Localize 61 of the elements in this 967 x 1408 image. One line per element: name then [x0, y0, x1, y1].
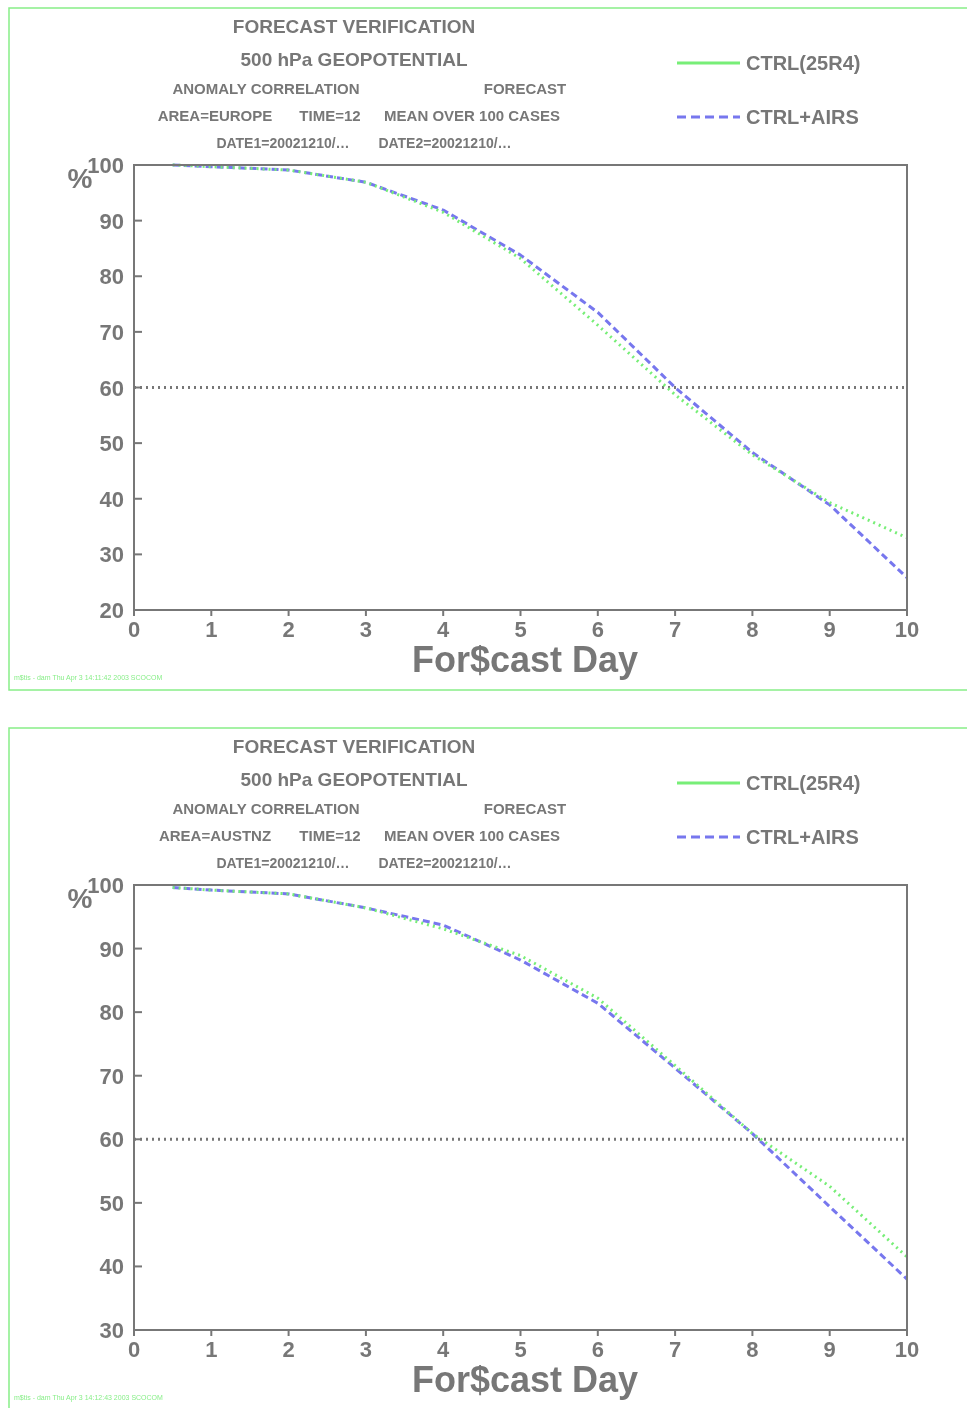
y-tick-label: 70	[99, 319, 124, 345]
x-tick-label: 1	[205, 617, 218, 642]
text: DATE1=20021210/…	[216, 854, 350, 871]
text: MEAN OVER 100 CASES	[384, 107, 560, 125]
y-tick-label: 90	[99, 208, 124, 234]
x-tick-label: 7	[668, 617, 682, 642]
text: ANOMALY CORRELATION	[172, 800, 360, 818]
chart-subtitle: 500 hPa GEOPOTENTIAL	[240, 49, 468, 70]
chart-title: FORECAST VERIFICATION	[232, 736, 476, 757]
x-tick-label: 8	[746, 617, 759, 642]
y-tick-label: 90	[99, 936, 124, 962]
text: ANOMALY CORRELATION	[172, 80, 360, 98]
x-tick-label: 4	[437, 1337, 451, 1362]
legend-label: CTRL+AIRS	[746, 826, 859, 848]
x-axis-title: For$cast Day	[411, 1359, 639, 1400]
x-axis-title: For$cast Day	[411, 639, 639, 680]
x-tick-label: 6	[591, 617, 604, 642]
text: DATE2=20021210/…	[378, 134, 512, 151]
x-tick-label: 3	[359, 1337, 373, 1362]
x-tick-label: 5	[514, 617, 527, 642]
text: DATE1=20021210/…	[216, 134, 350, 151]
y-tick-label: 50	[99, 431, 124, 457]
y-tick-label: 40	[99, 1254, 124, 1280]
legend-label: CTRL+AIRS	[746, 106, 859, 128]
y-tick-label: 30	[99, 542, 124, 568]
text: DATE2=20021210/…	[378, 854, 512, 871]
x-tick-label: 9	[823, 617, 836, 642]
x-tick-label: 7	[668, 1337, 682, 1362]
x-tick-label: 3	[359, 617, 373, 642]
y-tick-label: 70	[99, 1063, 124, 1089]
x-tick-label: 10	[894, 1337, 920, 1362]
y-tick-label: 80	[99, 1000, 124, 1026]
text: TIME=12	[299, 827, 361, 845]
x-tick-label: 9	[823, 1337, 836, 1362]
x-tick-label: 1	[205, 1337, 218, 1362]
text: AREA=EUROPE	[157, 107, 273, 125]
text: AREA=AUSTNZ	[158, 827, 272, 845]
legend-label: CTRL(25R4)	[746, 772, 861, 794]
x-tick-label: 8	[746, 1337, 759, 1362]
y-tick-label: 30	[99, 1318, 124, 1343]
y-tick-label: 50	[99, 1190, 124, 1216]
x-tick-label: 0	[127, 1337, 141, 1362]
y-tick-label: 60	[99, 1127, 124, 1153]
legend-label: CTRL(25R4)	[746, 52, 861, 74]
x-tick-label: 0	[127, 617, 141, 642]
text: FORECAST	[483, 800, 567, 818]
x-tick-label: 5	[514, 1337, 527, 1362]
y-tick-label: 60	[99, 375, 124, 401]
x-tick-label: 4	[437, 617, 451, 642]
text: FORECAST	[483, 80, 567, 98]
text: TIME=12	[299, 107, 361, 125]
y-tick-label: 80	[99, 264, 124, 290]
chart-title: FORECAST VERIFICATION	[232, 16, 476, 37]
chart-subtitle: 500 hPa GEOPOTENTIAL	[240, 769, 468, 790]
y-tick-label: 20	[99, 598, 124, 623]
x-tick-label: 6	[591, 1337, 604, 1362]
x-tick-label: 10	[894, 617, 920, 642]
x-tick-label: 2	[282, 1337, 295, 1362]
x-tick-label: 2	[282, 617, 295, 642]
text: MEAN OVER 100 CASES	[384, 827, 560, 845]
y-tick-label: 40	[99, 486, 124, 512]
